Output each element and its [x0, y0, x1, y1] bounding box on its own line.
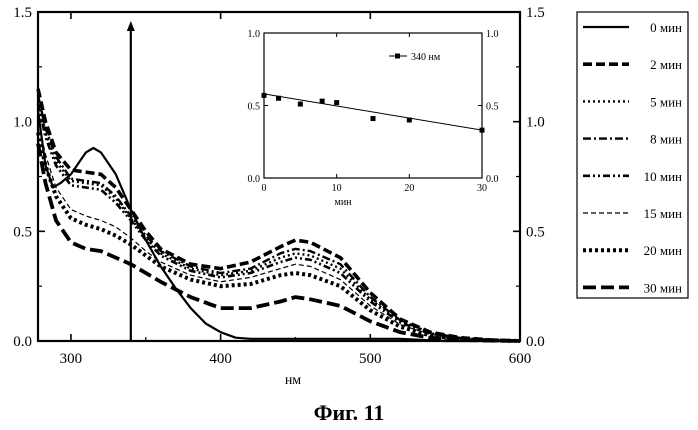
inset-point [480, 128, 485, 133]
legend-label-6: 20 мин [644, 243, 682, 258]
legend: 0 мин 2 мин 5 мин 8 мин 10 мин 15 мин 20 мин 30… [577, 12, 688, 298]
legend-label-5: 15 мин [644, 206, 682, 221]
inset-y-tick-label-right: 1.0 [486, 29, 499, 40]
legend-label-7: 30 мин [644, 280, 682, 295]
inset-y-tick-label-right: 0.0 [486, 174, 499, 185]
inset-x-tick-label: 0 [262, 183, 267, 194]
y-tick-label: 1.0 [13, 115, 32, 131]
inset-x-tick-label: 20 [404, 183, 414, 194]
y-tick-label-right: 0.5 [526, 224, 545, 240]
inset-point [407, 118, 412, 123]
x-tick-label: 300 [60, 351, 83, 367]
inset-point [320, 99, 325, 104]
arrow-head-0 [127, 21, 135, 31]
inset-x-axis-title: мин [334, 197, 352, 208]
figure-caption: Фиг. 11 [314, 400, 385, 425]
y-tick-label-right: 1.5 [526, 5, 545, 21]
legend-label-2: 5 мин [650, 94, 682, 109]
inset-point [371, 116, 376, 121]
inset-y-tick-label: 1.0 [248, 29, 261, 40]
inset-point [262, 93, 267, 98]
y-tick-label: 1.5 [13, 5, 32, 21]
inset-y-tick-label: 0.0 [248, 174, 261, 185]
x-tick-label: 400 [209, 351, 232, 367]
inset-y-tick-label: 0.5 [248, 102, 261, 113]
inset-point [334, 100, 339, 105]
inset-x-tick-label: 10 [332, 183, 342, 194]
inset-point [298, 102, 303, 107]
inset-frame [264, 33, 482, 178]
y-tick-label-right: 1.0 [526, 115, 545, 131]
legend-label-0: 0 мин [650, 20, 682, 35]
y-tick-label: 0.0 [13, 334, 32, 350]
inset-legend-marker [395, 54, 400, 59]
x-tick-label: 600 [509, 351, 532, 367]
inset-chart: 01020300.00.00.50.51.01.0мин340 нм [248, 29, 499, 208]
legend-label-1: 2 мин [650, 57, 682, 72]
inset-legend-label: 340 нм [411, 52, 441, 63]
legend-label-3: 8 мин [650, 132, 682, 147]
x-tick-label: 500 [359, 351, 382, 367]
y-tick-label: 0.5 [13, 224, 32, 240]
x-axis-title: нм [285, 373, 301, 388]
y-tick-label-right: 0.0 [526, 334, 545, 350]
inset-y-tick-label-right: 0.5 [486, 102, 499, 113]
legend-label-4: 10 мин [644, 169, 682, 184]
inset-point [276, 96, 281, 101]
